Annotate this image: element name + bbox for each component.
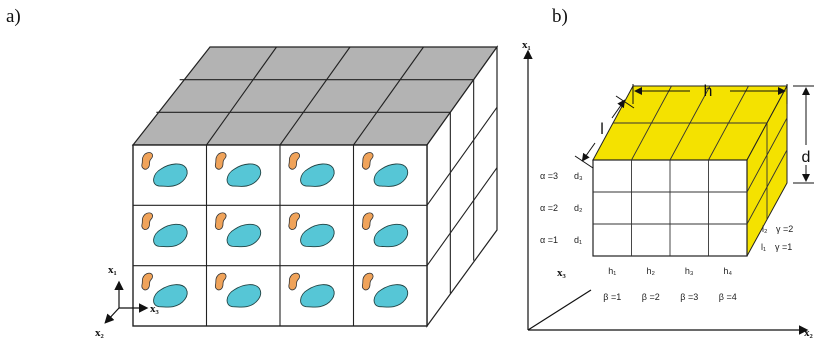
cyan-blob	[153, 223, 188, 248]
cyan-blob	[300, 223, 335, 248]
orange-blob	[214, 212, 227, 230]
axis-label-x3: x₃	[557, 267, 567, 279]
depth-gamma-label: γ =2	[776, 224, 793, 234]
cell	[214, 272, 262, 308]
panel-a-label: a)	[6, 6, 21, 27]
col-beta-label: β =4	[719, 292, 737, 302]
row-d-label: d₁	[574, 235, 582, 245]
top-col-line	[206, 46, 277, 146]
cyan-blob	[226, 223, 262, 248]
col-beta-label: β =3	[680, 292, 698, 302]
row-alpha-label: α =2	[540, 203, 558, 213]
panel-a-axes: x₁ x₃ x₂	[95, 264, 160, 339]
orange-blob	[361, 272, 374, 291]
panel-b-axes: x₁ x₂ x₃	[522, 39, 814, 339]
col-h-label: h₄	[723, 266, 732, 276]
col-beta-label: β =1	[603, 292, 621, 302]
side-row-line	[746, 149, 788, 225]
top-col-line	[279, 46, 351, 146]
depth-l-label: l₂	[762, 224, 768, 234]
orange-blob	[214, 152, 227, 170]
orange-blob	[141, 212, 153, 230]
cell	[141, 272, 188, 308]
axis-label-x2: x₂	[804, 327, 814, 339]
orange-blob	[288, 272, 300, 291]
dim-h: h	[704, 83, 713, 100]
axis-label-x3: x₃	[150, 303, 160, 315]
cell	[214, 212, 262, 248]
depth-gamma-label: γ =1	[775, 242, 792, 252]
panel-b-label: b)	[552, 6, 568, 27]
depth-l-label: l₁	[761, 242, 766, 252]
cell	[361, 212, 409, 248]
cell	[288, 272, 335, 308]
col-h-label: h₂	[647, 266, 656, 276]
cell	[288, 152, 335, 187]
panel-b-labels: α =3 d₃ α =2 d₂ α =1 d₁ h₁ β =1 h₂ β =2 h₃ β =3 h₄ β …	[540, 171, 793, 302]
cell	[361, 152, 409, 187]
col-h-label: h₁	[608, 266, 616, 276]
orange-blob	[214, 272, 227, 291]
cyan-blob	[226, 163, 262, 187]
top-col-line	[353, 46, 424, 146]
cyan-blob	[373, 284, 409, 308]
cell	[288, 212, 335, 248]
side-row-line	[426, 107, 498, 206]
orange-blob	[288, 152, 300, 170]
orange-blob	[288, 212, 300, 230]
cyan-blob	[373, 223, 409, 248]
orange-blob	[141, 152, 153, 170]
block-grid-lines	[593, 85, 788, 256]
row-d-label: d₂	[574, 203, 583, 213]
axis-label-x2: x₂	[95, 327, 105, 339]
cell	[361, 272, 409, 308]
cyan-blob	[226, 284, 262, 308]
orange-blob	[361, 212, 374, 230]
cyan-blob	[153, 284, 188, 308]
side-row-line	[426, 167, 498, 266]
dim-l: l	[600, 121, 604, 138]
side-row-line	[746, 117, 788, 193]
dim-d: d	[802, 149, 811, 166]
cube-grid-lines	[133, 46, 498, 326]
axis-label-x1: x₁	[522, 39, 531, 51]
row-alpha-label: α =3	[540, 171, 558, 181]
row-alpha-label: α =1	[540, 235, 558, 245]
axis-label-x1: x₁	[108, 264, 117, 276]
cell	[141, 212, 188, 248]
col-beta-label: β =2	[642, 292, 660, 302]
dimensions: h l d	[574, 83, 814, 184]
cell	[141, 152, 188, 187]
cell	[214, 152, 262, 187]
panel-a-cube	[131, 45, 499, 328]
cyan-blob	[153, 163, 188, 187]
row-d-label: d₃	[574, 171, 583, 181]
panel-b-block	[592, 85, 788, 257]
orange-blob	[141, 272, 153, 291]
cyan-blob	[300, 284, 335, 308]
cells	[141, 152, 409, 308]
cyan-blob	[300, 163, 335, 187]
cyan-blob	[373, 163, 409, 187]
col-h-label: h₃	[685, 266, 694, 276]
orange-blob	[361, 152, 374, 170]
